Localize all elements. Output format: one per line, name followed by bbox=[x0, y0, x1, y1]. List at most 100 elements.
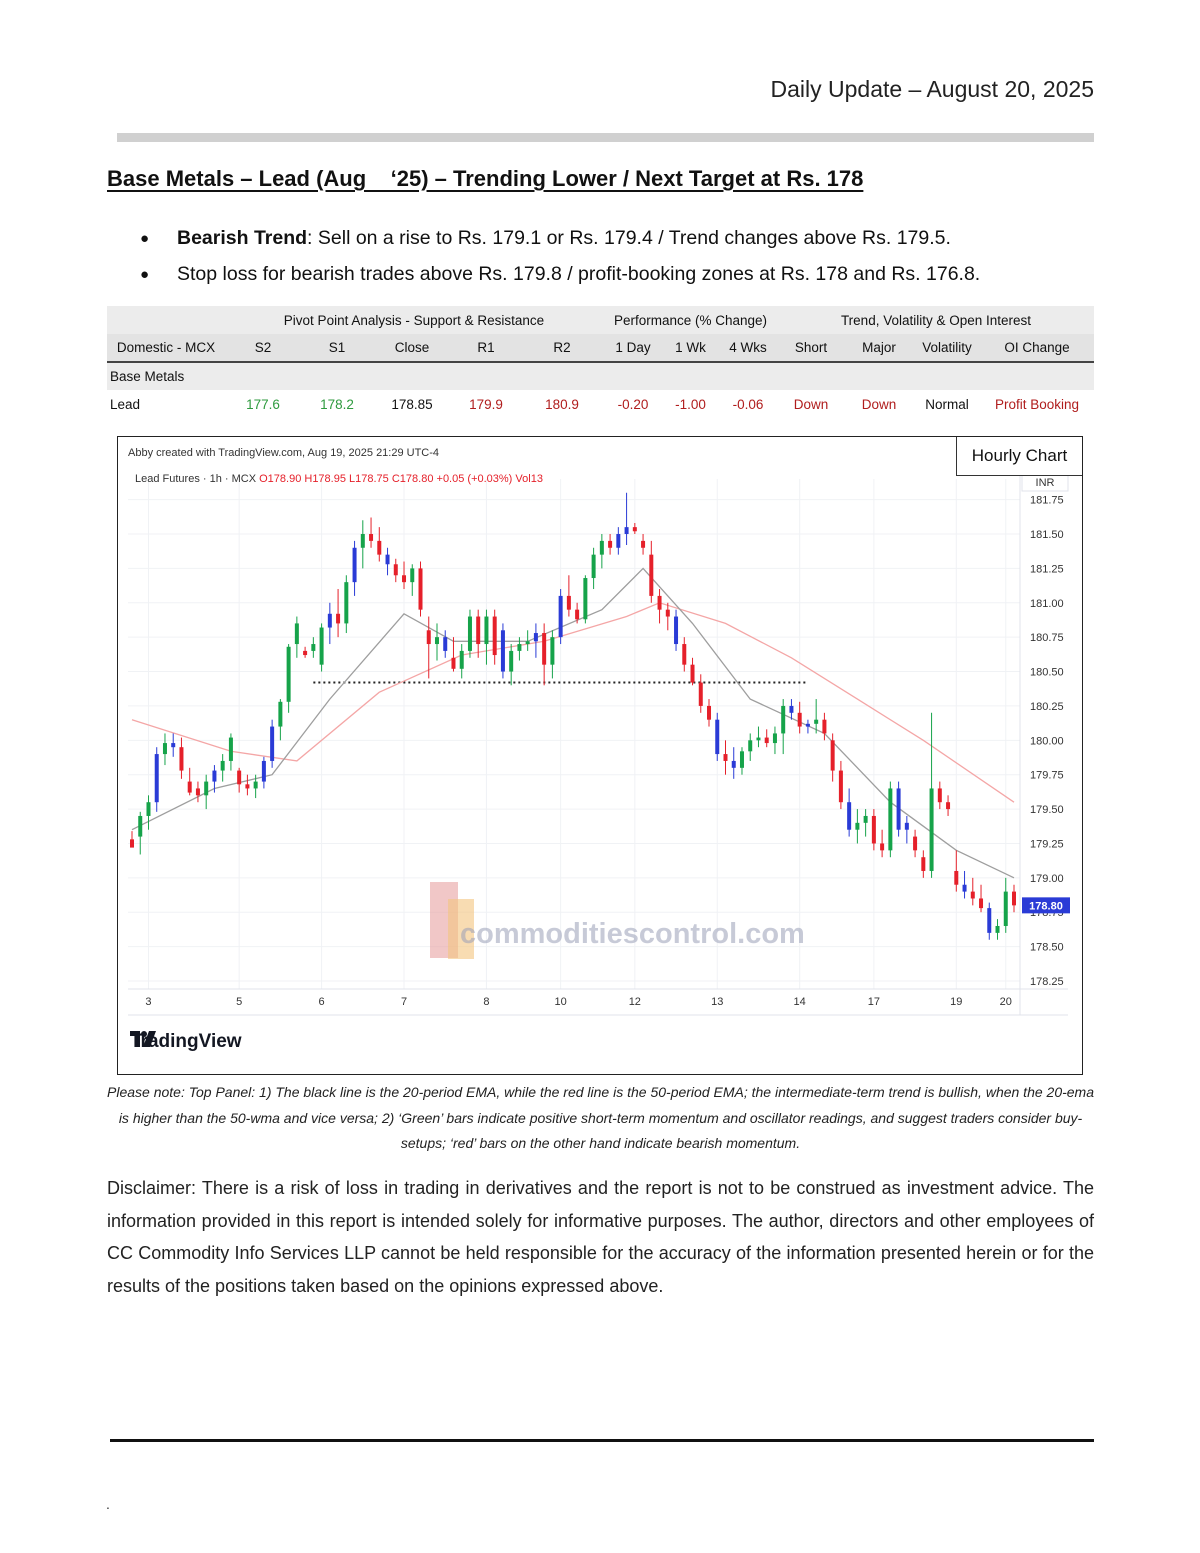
candle-body bbox=[484, 616, 489, 645]
candle-body bbox=[789, 705, 794, 713]
tradingview-logo: TradingView bbox=[130, 1031, 242, 1053]
candle-body bbox=[838, 770, 843, 803]
candle-body bbox=[138, 815, 143, 837]
candle-body bbox=[781, 705, 786, 734]
col-header: 4 Wks bbox=[718, 334, 778, 363]
candle-body bbox=[278, 701, 283, 727]
tradingview-icon bbox=[130, 1031, 156, 1047]
col-header: OI Change bbox=[980, 334, 1094, 363]
x-tick-label: 8 bbox=[483, 996, 489, 1008]
candle-body bbox=[360, 534, 365, 548]
col-header: Close bbox=[373, 334, 451, 363]
disclaimer: Disclaimer: There is a risk of loss in t… bbox=[107, 1178, 1094, 1296]
candle-body bbox=[649, 554, 654, 596]
candle-body bbox=[311, 644, 316, 651]
cell-close: 178.85 bbox=[373, 390, 451, 418]
candle-body bbox=[327, 613, 332, 628]
cell-r2: 180.9 bbox=[521, 390, 603, 418]
candle-body bbox=[583, 578, 588, 620]
change-value: +0.05 (+0.03%) bbox=[437, 473, 516, 485]
candle-body bbox=[434, 637, 439, 645]
candle-body bbox=[195, 788, 200, 796]
table-header-row: Domestic - MCX S2 S1 Close R1 R2 1 Day 1… bbox=[107, 334, 1094, 363]
volume-value: Vol13 bbox=[515, 473, 543, 485]
bullet-body: Stop loss for bearish trades above Rs. 1… bbox=[177, 262, 981, 285]
candle-body bbox=[410, 568, 415, 583]
candle-body bbox=[946, 802, 951, 810]
candle-body bbox=[896, 788, 901, 830]
col-header: R1 bbox=[451, 334, 521, 363]
tradingview-brand: TradingView bbox=[130, 1031, 242, 1052]
price-chart: 181.75 181.50 181.25 181.00 180.75 180.50 180.… bbox=[118, 437, 1082, 1074]
x-tick-label: 19 bbox=[950, 996, 962, 1008]
candle-body bbox=[1003, 891, 1008, 926]
candle-body bbox=[937, 788, 942, 803]
y-tick-label: 180.00 bbox=[1030, 735, 1064, 747]
candle-body bbox=[550, 637, 555, 665]
y-tick-label: 181.25 bbox=[1030, 563, 1064, 575]
group-performance: Performance (% Change) bbox=[603, 306, 778, 334]
pivot-table: Pivot Point Analysis - Support & Resista… bbox=[107, 306, 1094, 418]
candle-body bbox=[987, 908, 992, 933]
bullet-icon: ● bbox=[140, 265, 150, 283]
candle-body bbox=[261, 760, 266, 782]
candle-body bbox=[863, 815, 868, 823]
watermark-logo-icon bbox=[448, 899, 474, 959]
candle-body bbox=[814, 719, 819, 724]
candle-body bbox=[443, 637, 448, 651]
candle-body bbox=[830, 740, 835, 771]
chart-frame: 181.75 181.50 181.25 181.00 180.75 180.50 180.… bbox=[117, 436, 1083, 1075]
cell-oi: Profit Booking bbox=[980, 390, 1094, 418]
candle-body bbox=[822, 719, 827, 734]
candle-body bbox=[294, 623, 299, 645]
watermark-text: commoditiescontrol.com bbox=[460, 918, 805, 950]
candle-body bbox=[509, 650, 514, 672]
candle-body bbox=[270, 726, 275, 761]
candle-body bbox=[575, 609, 580, 620]
currency-label: INR bbox=[1036, 477, 1055, 489]
col-header: Volatility bbox=[914, 334, 980, 363]
candle-body bbox=[171, 743, 176, 748]
candle-body bbox=[237, 770, 242, 785]
candle-body bbox=[979, 898, 984, 909]
x-tick-label: 20 bbox=[1000, 996, 1012, 1008]
candle-body bbox=[715, 719, 720, 755]
candle-body bbox=[352, 547, 357, 583]
y-tick-label: 179.00 bbox=[1030, 873, 1064, 885]
table-group-row: Pivot Point Analysis - Support & Resista… bbox=[107, 306, 1094, 334]
candle-body bbox=[228, 737, 233, 761]
col-header: S1 bbox=[301, 334, 373, 363]
candle-body bbox=[739, 751, 744, 768]
candle-body bbox=[187, 781, 192, 793]
cell-major: Down bbox=[844, 390, 914, 418]
table-section-row: Base Metals bbox=[107, 362, 1094, 390]
cell-4wks: -0.06 bbox=[718, 390, 778, 418]
y-tick-label: 179.75 bbox=[1030, 770, 1064, 782]
last-price-tag bbox=[1022, 897, 1070, 914]
chart-symbol-line: Lead Futures · 1h · MCX O178.90 H178.95 … bbox=[135, 473, 543, 485]
x-tick-label: 10 bbox=[555, 996, 567, 1008]
x-tick-label: 3 bbox=[145, 996, 151, 1008]
candle-body bbox=[748, 740, 753, 752]
candle-body bbox=[319, 627, 324, 665]
candle-body bbox=[904, 822, 909, 830]
bullet-text: Bearish Trend: Sell on a rise to Rs. 179… bbox=[177, 227, 951, 250]
footer-divider bbox=[110, 1439, 1094, 1442]
candle-body bbox=[855, 822, 860, 830]
candle-body bbox=[921, 857, 926, 871]
candle-body bbox=[624, 527, 629, 535]
candle-body bbox=[467, 616, 472, 651]
col-header: R2 bbox=[521, 334, 603, 363]
headline: Base Metals – Lead (Aug ‘25) – Trending … bbox=[107, 166, 864, 191]
y-tick-label: 178.25 bbox=[1030, 976, 1064, 988]
cell-1day: -0.20 bbox=[603, 390, 663, 418]
hourly-chart-label: Hourly Chart bbox=[956, 437, 1082, 476]
y-tick-label: 179.50 bbox=[1030, 804, 1064, 816]
col-header: Domestic - MCX bbox=[107, 334, 225, 363]
candle-body bbox=[344, 582, 349, 624]
candle-body bbox=[451, 657, 456, 669]
y-tick-label: 181.00 bbox=[1030, 598, 1064, 610]
bullet-item: ● Bearish Trend: Sell on a rise to Rs. 1… bbox=[140, 220, 1100, 256]
candle-body bbox=[764, 737, 769, 744]
candle-body bbox=[418, 568, 423, 610]
